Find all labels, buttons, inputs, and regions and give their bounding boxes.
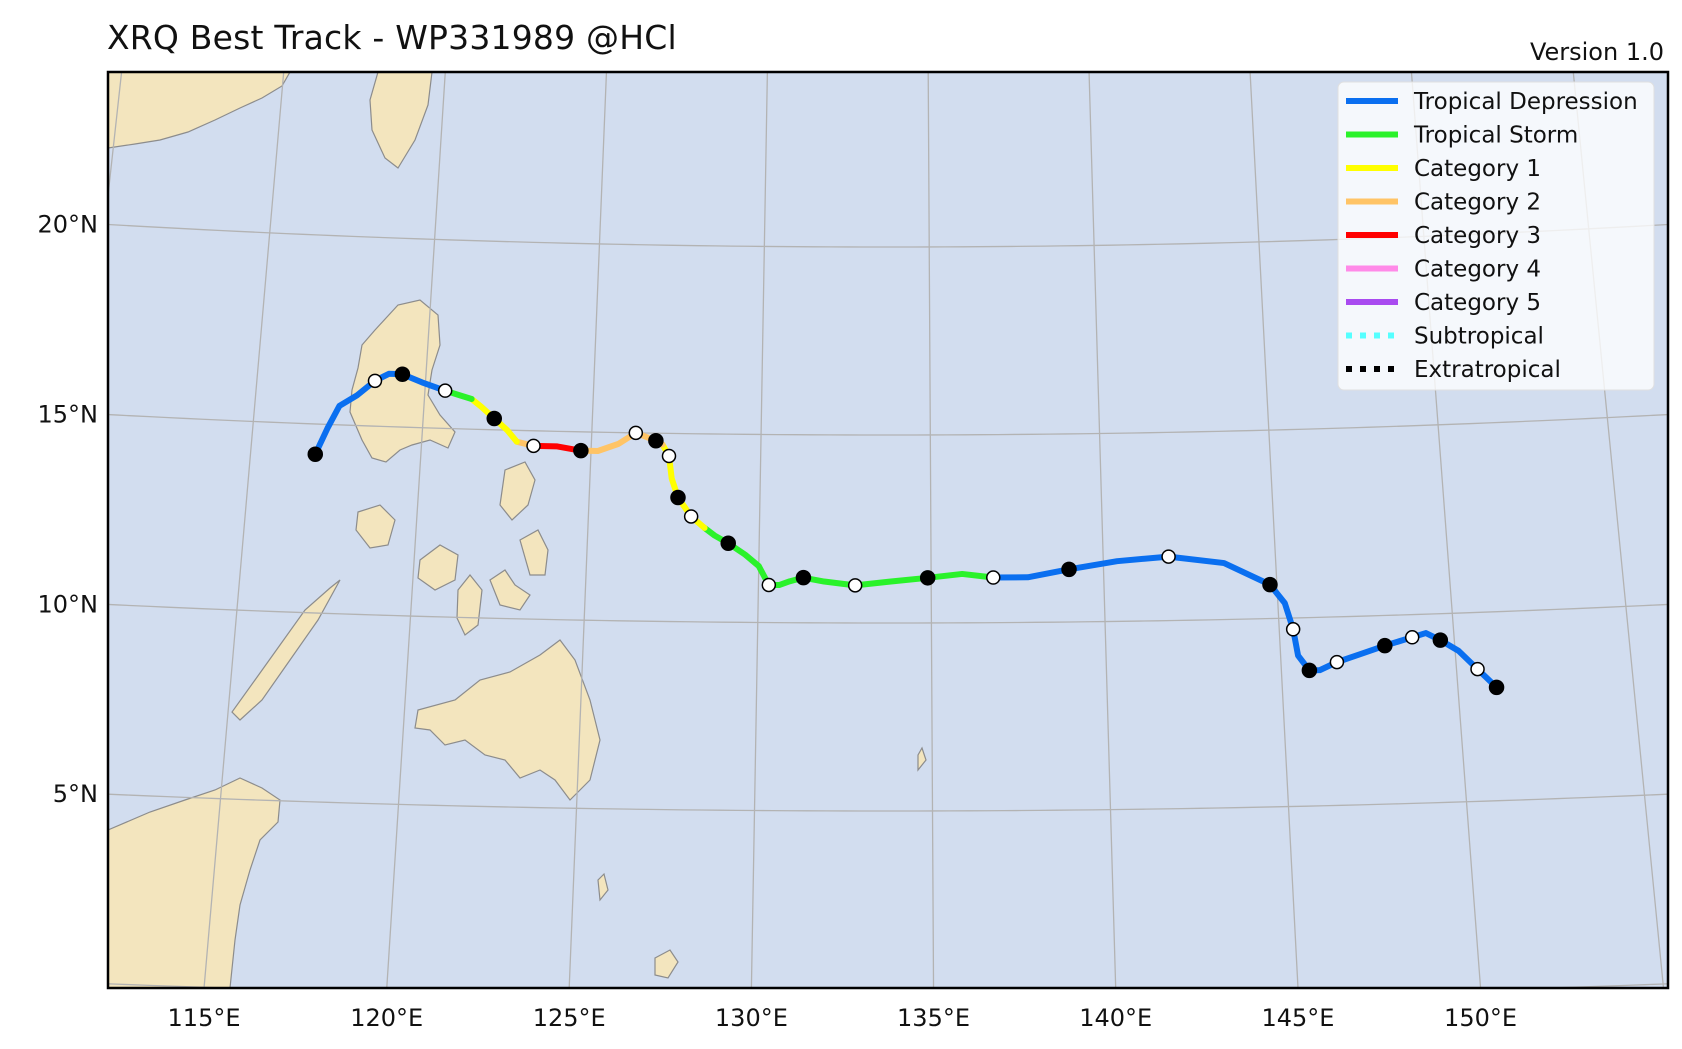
track-point-00z [1377,637,1393,654]
land-samar [499,461,536,521]
land-halmahera [654,949,679,979]
lon-label: 150°E [1444,1004,1517,1032]
land-negros [456,574,483,636]
land-leyte [519,529,549,576]
land-palau [917,746,927,772]
land-china [108,72,291,149]
lon-label: 145°E [1261,1004,1334,1032]
track-point-00z [573,442,589,459]
lat-label: 20°N [38,210,99,238]
version-label: Version 1.0 [1529,38,1664,66]
track-point-00z [795,569,812,586]
legend: Tropical Depression Tropical Storm Categor… [1337,81,1655,391]
track-point-12z [437,383,453,398]
legend-label: Subtropical [1414,324,1544,350]
track-point-00z [307,446,324,462]
track-point-12z [526,438,541,454]
land-mindanao [414,639,601,801]
meridian-110 [108,72,123,202]
track-point-12z [1329,654,1345,670]
track-point-00z [648,432,664,449]
legend-label: Category 3 [1414,223,1541,249]
track-point-00z [1432,632,1449,648]
track-point-00z [394,366,411,382]
land-taiwan [369,72,433,169]
track-point-00z [1262,576,1278,593]
land-mindoro [355,504,396,549]
lat-label: 10°N [38,590,99,618]
track-point-00z [720,535,736,551]
map-frame [106,70,1670,990]
land-panay [417,544,459,591]
lon-label: 115°E [168,1004,241,1032]
meridian-125 [568,72,608,988]
lon-label: 140°E [1079,1004,1152,1032]
lon-label: 130°E [715,1004,788,1032]
map-title: XRQ Best Track - WP331989 @HCl [107,18,677,57]
meridian-140 [1088,72,1117,988]
track-point-00z [1301,662,1318,679]
track-point-00z [670,489,686,506]
track-points [307,366,1505,696]
track-point-12z [1404,630,1420,645]
track-point-12z [367,373,383,389]
latitude-labels: 20°N 15°N 10°N 5°N [38,210,99,808]
track-point-00z [1061,561,1077,578]
graticule [108,34,1668,988]
meridian-145 [1249,72,1299,988]
track-point-12z [661,448,677,464]
legend-label: Tropical Storm [1413,123,1578,149]
track-point-12z [847,578,863,593]
legend-label: Category 2 [1414,190,1541,216]
legend-box [1337,81,1655,391]
track-point-12z [986,570,1001,585]
longitude-labels: 115°E 120°E 125°E 130°E 135°E 140°E 145°E 150°E [168,1004,1518,1032]
land-borneo [108,777,281,988]
track-point-12z [628,425,644,441]
meridian-130 [750,72,769,988]
track-point-12z [683,509,699,524]
track-point-00z [919,570,936,586]
lat-label: 15°N [38,401,99,429]
track-point-00z [486,410,503,427]
land-cebu-bohol [489,569,531,611]
land-palawan [231,579,341,721]
meridian-115 [203,72,285,988]
legend-label: Tropical Depression [1413,89,1638,115]
track-point-12z [1470,661,1485,677]
track-point-12z [1161,549,1176,564]
legend-label: Extratropical [1414,357,1561,383]
lon-label: 135°E [897,1004,970,1032]
legend-label: Category 5 [1414,290,1541,316]
parallel-25 [126,34,1667,59]
land-talaud [597,872,609,902]
meridian-120 [386,72,446,988]
lon-label: 125°E [533,1004,606,1032]
lat-label: 5°N [53,780,98,808]
track-point-12z [761,577,777,593]
track-point-12z [1285,622,1301,637]
lon-label: 120°E [350,1004,423,1032]
legend-label: Category 1 [1414,156,1541,182]
meridian-135 [927,72,935,988]
legend-label: Category 4 [1414,257,1541,283]
track-segment [530,442,584,454]
track-point-00z [1488,679,1505,696]
